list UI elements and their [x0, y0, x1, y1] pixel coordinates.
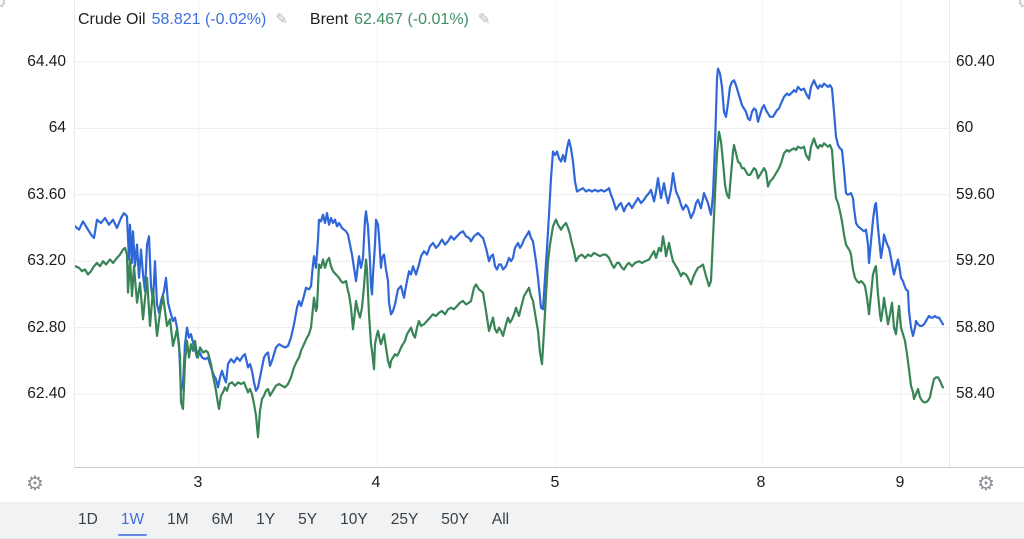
legend-series-name-brent: Brent: [309, 11, 349, 28]
timeframe-tab-all[interactable]: All: [491, 511, 510, 528]
timeframe-tab-5y[interactable]: 5Y: [298, 511, 318, 528]
brent-line: [75, 130, 945, 439]
y-axis-label-right: 59.20: [956, 252, 995, 269]
timeframe-tab-50y[interactable]: 50Y: [441, 511, 469, 528]
settings-gear-icon-right[interactable]: ⚙: [977, 473, 995, 495]
corner-gear-icon: ⚙: [0, 0, 7, 11]
y-axis-label-left: 63.60: [27, 186, 66, 203]
x-axis: 3 4 5 8 9: [74, 467, 1024, 501]
y-axis-label-left: 64.40: [27, 53, 66, 70]
y-axis-label-right: 60: [956, 119, 974, 136]
legend-series-value-brent: 62.467 (-0.01%): [354, 11, 469, 28]
crude-oil-line: [75, 67, 945, 392]
timeframe-tab-1m[interactable]: 1M: [167, 511, 189, 528]
timeframe-tab-10y[interactable]: 10Y: [340, 511, 368, 528]
y-axis-label-right: 58.40: [956, 385, 995, 402]
plot-svg: [75, 0, 949, 467]
timeframe-tabs: 1D 1W 1M 6M 1Y 5Y 10Y 25Y 50Y All: [0, 502, 1024, 539]
y-axis-label-left: 63.20: [27, 252, 66, 269]
y-axis-label-right: 59.60: [956, 186, 995, 203]
corner-gear-icon: ⚙: [1017, 0, 1024, 11]
y-axis-label-left: 64: [48, 119, 66, 136]
x-axis-label: 5: [550, 474, 560, 491]
timeframe-tab-25y[interactable]: 25Y: [390, 511, 419, 528]
timeframe-tab-1y[interactable]: 1Y: [256, 511, 276, 528]
x-axis-label: 9: [895, 474, 905, 491]
timeframe-tab-6m[interactable]: 6M: [211, 511, 234, 528]
chart-area: ⚙ ⚙ Crude Oil 58.821 (-0.02%) ✎ Brent 62…: [0, 0, 1024, 501]
settings-gear-icon-left[interactable]: ⚙: [26, 473, 44, 495]
x-axis-label: 4: [371, 474, 381, 491]
timeframe-tab-1d[interactable]: 1D: [78, 511, 98, 528]
plot-area: [74, 0, 950, 467]
y-axis-label-left: 62.40: [27, 385, 66, 402]
legend: Crude Oil 58.821 (-0.02%) ✎ Brent 62.467…: [78, 11, 490, 29]
x-axis-label: 3: [193, 474, 203, 491]
edit-pencil-icon[interactable]: ✎: [275, 11, 288, 28]
y-axis-label-left: 62.80: [27, 319, 66, 336]
x-axis-label: 8: [756, 474, 766, 491]
y-axis-label-right: 60.40: [956, 53, 995, 70]
legend-series-value-crude-oil: 58.821 (-0.02%): [151, 11, 267, 28]
edit-pencil-icon[interactable]: ✎: [477, 11, 491, 28]
timeframe-tab-1w[interactable]: 1W: [117, 502, 148, 538]
legend-series-name-crude-oil: Crude Oil: [78, 11, 146, 28]
y-axis-label-right: 58.80: [956, 319, 995, 336]
